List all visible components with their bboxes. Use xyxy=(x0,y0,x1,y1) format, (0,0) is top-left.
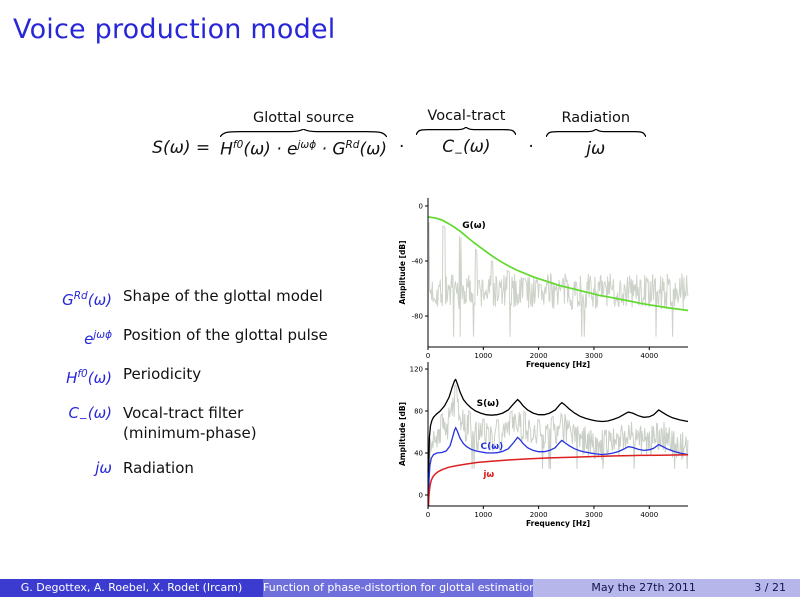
y-tick-label: 0 xyxy=(419,202,423,210)
voice-production-equation: S(ω) = Glottal source Hf0(ω) · ejωϕ · GRd(… xyxy=(0,108,800,159)
y-tick-label: -40 xyxy=(412,258,423,266)
legend-symbol-1: ejωϕ xyxy=(84,329,112,348)
equation-group-vocal-tract: Vocal-tract C−(ω) xyxy=(416,108,516,159)
equation-group-radiation: Radiation jω xyxy=(546,110,646,159)
glottal-source-spectrum-plot: 0 1000 2000 3000 4000 0 -40 -80 Frequency [Hz] Am… xyxy=(398,198,689,369)
symbol-legend: GRd(ω) Shape of the glottal model ejωϕ Posi… xyxy=(28,286,328,478)
curve-glottal-source-envelope-G xyxy=(427,216,689,312)
legend-description-2: Periodicity xyxy=(123,365,202,383)
x-tick-label: 3000 xyxy=(585,511,603,519)
legend-description-0: Shape of the glottal model xyxy=(123,287,323,305)
x-tick-label: 2000 xyxy=(530,511,548,519)
x-tick-label: 4000 xyxy=(640,511,658,519)
x-axis-label: Frequency [Hz] xyxy=(526,519,590,528)
slide-title: Voice production model xyxy=(13,14,336,45)
overbrace-icon xyxy=(546,129,646,137)
y-tick-label: 120 xyxy=(410,366,423,374)
curve-speech-envelope-S xyxy=(427,378,689,504)
x-tick-label: 0 xyxy=(426,511,430,519)
legend-symbol-2: Hf0(ω) xyxy=(66,368,112,387)
equation-lhs: S(ω) = xyxy=(152,138,211,159)
y-tick-label: 0 xyxy=(419,491,423,499)
legend-description-3: Vocal-tract filter (minimum-phase) xyxy=(123,404,257,442)
x-tick-label: 4000 xyxy=(640,352,658,360)
brace-label-vocal-tract: Vocal-tract xyxy=(427,108,506,124)
x-tick-label: 2000 xyxy=(530,352,548,360)
overbrace-icon xyxy=(416,127,516,135)
x-tick-label: 1000 xyxy=(474,352,492,360)
y-axis-label: Amplitude [dB] xyxy=(398,240,407,304)
equation-dot-separator: · xyxy=(528,137,534,158)
overbrace-icon xyxy=(220,129,387,137)
y-axis-label: Amplitude [dB] xyxy=(398,402,407,466)
equation-dot-separator: · xyxy=(399,137,405,158)
equation-group-glottal-source: Glottal source Hf0(ω) · ejωϕ · GRd(ω) xyxy=(220,109,387,160)
curve-speech-dft-spectrum xyxy=(427,384,689,509)
equation-term-radiation: jω xyxy=(586,139,606,160)
x-tick-label: 3000 xyxy=(585,352,603,360)
footer-right-block: May the 27th 2011 3 / 21 xyxy=(533,579,800,597)
brace-label-glottal-source: Glottal source xyxy=(252,109,355,126)
footer-date: May the 27th 2011 xyxy=(591,581,696,594)
curve-label-s: S(ω) xyxy=(477,399,500,409)
brace-label-radiation: Radiation xyxy=(561,110,631,127)
curve-label-g: G(ω) xyxy=(462,221,485,231)
legend-symbol-4: jω xyxy=(95,459,112,477)
x-tick-label: 1000 xyxy=(474,511,492,519)
curve-label-c: C(ω) xyxy=(481,442,504,452)
legend-description-1: Position of the glottal pulse xyxy=(123,326,328,344)
equation-term-glottal-source: Hf0(ω) · ejωϕ · GRd(ω) xyxy=(220,138,387,160)
x-axis-label: Frequency [Hz] xyxy=(526,360,590,369)
y-tick-label: 80 xyxy=(414,408,423,416)
y-tick-label: 40 xyxy=(414,449,423,457)
footer-authors: G. Degottex, A. Roebel, X. Rodet (Ircam) xyxy=(0,579,263,597)
curve-radiation-jw xyxy=(427,454,689,506)
speech-spectrum-plot: 0 1000 2000 3000 4000 0 40 80 120 Frequency [Hz] A… xyxy=(398,362,689,528)
equation-term-vocal-tract: C−(ω) xyxy=(442,137,491,160)
legend-symbol-0: GRd(ω) xyxy=(62,290,112,309)
legend-symbol-3: C−(ω) xyxy=(68,404,112,425)
curve-speech-dft-spectrum xyxy=(428,222,689,337)
curve-label-j: jω xyxy=(482,470,494,480)
footer-talk-title: Function of phase-distortion for glottal… xyxy=(263,579,533,597)
footer-bar: G. Degottex, A. Roebel, X. Rodet (Ircam)… xyxy=(0,579,800,597)
footer-page-number: 3 / 21 xyxy=(754,581,786,594)
x-tick-label: 0 xyxy=(426,352,430,360)
y-tick-label: -80 xyxy=(412,313,423,321)
legend-description-4: Radiation xyxy=(123,459,194,477)
curve-vocal-tract-filter-C xyxy=(427,426,689,504)
